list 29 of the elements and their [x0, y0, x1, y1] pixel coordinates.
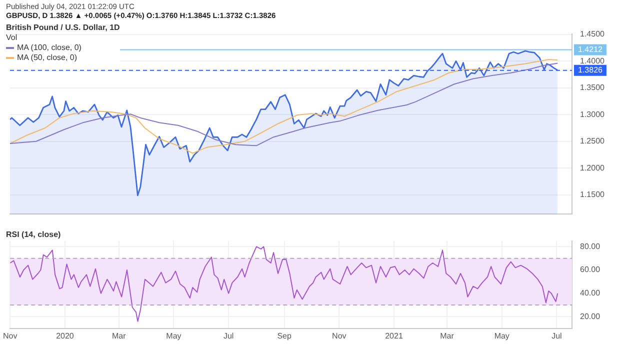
legend-label: MA (50, close, 0)	[17, 53, 78, 63]
x-tick-label: Jul	[552, 331, 562, 340]
x-tick-label: Nov	[332, 331, 346, 340]
y-tick-label: 1.4500	[580, 30, 606, 39]
ref-line-label: 1.4212	[578, 44, 604, 54]
y-tick-label: 80.00	[580, 242, 601, 251]
x-tick-label: May	[166, 331, 182, 340]
y-tick-label: 1.4000	[580, 56, 606, 66]
annotation: Vol	[6, 33, 18, 43]
x-tick-label: 2021	[385, 331, 404, 340]
legend-label: MA (100, close, 0)	[17, 43, 82, 53]
x-tick-label: Mar	[440, 331, 454, 340]
y-tick-label: 20.00	[580, 312, 601, 321]
y-tick-label: 60.00	[580, 265, 601, 274]
y-tick-label: 40.00	[580, 288, 601, 298]
y-tick-label: 1.2000	[580, 163, 606, 172]
ref-line-label: 1.3826	[578, 66, 604, 75]
x-tick-label: Jul	[223, 331, 234, 340]
x-tick-label: Nov	[2, 331, 18, 340]
x-tick-label: 2020	[56, 331, 74, 340]
y-tick-label: 1.1500	[580, 190, 606, 200]
y-tick-label: 1.3000	[580, 110, 606, 119]
chart-title: British Pound / U.S. Dollar, 1D	[6, 23, 120, 33]
x-tick-label: May	[494, 331, 510, 340]
y-tick-label: 1.3500	[580, 83, 606, 92]
chart-title: RSI (14, close)	[6, 230, 61, 240]
y-tick-label: 1.2500	[580, 136, 606, 146]
x-tick-label: Sep	[277, 331, 292, 340]
x-tick-label: Mar	[112, 331, 126, 340]
